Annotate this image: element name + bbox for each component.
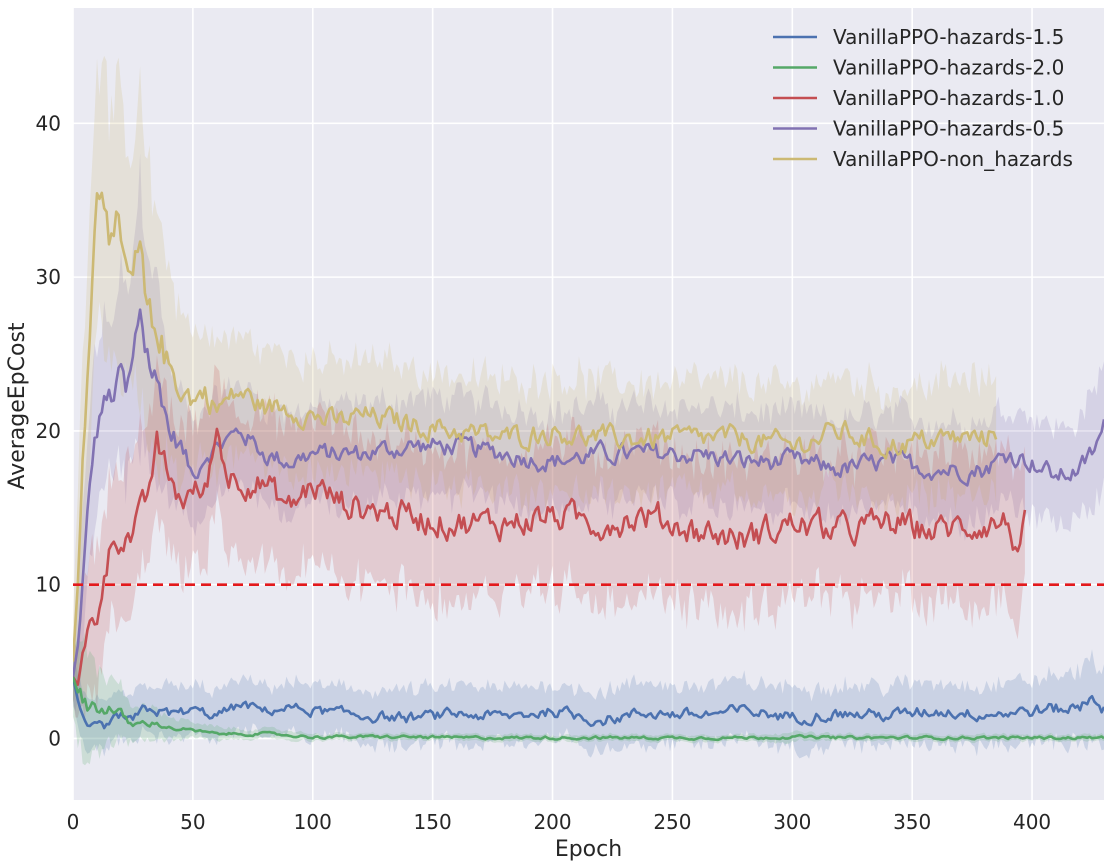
legend-label: VanillaPPO-hazards-0.5 bbox=[833, 117, 1064, 141]
x-tick-label: 200 bbox=[533, 810, 571, 834]
series-line bbox=[73, 427, 1027, 687]
series-lines bbox=[73, 191, 1104, 742]
x-tick-label: 100 bbox=[294, 810, 332, 834]
x-tick-label: 150 bbox=[414, 810, 452, 834]
legend-label: VanillaPPO-hazards-1.0 bbox=[833, 86, 1064, 110]
series-line bbox=[73, 676, 1104, 730]
confidence-band bbox=[73, 355, 1025, 721]
x-tick-label: 350 bbox=[893, 810, 931, 834]
confidence-band bbox=[73, 55, 997, 703]
x-tick-labels: 0 50 100 150 200 250 300 350 400 bbox=[67, 810, 1052, 834]
plot-background bbox=[73, 8, 1104, 800]
legend-label: VanillaPPO-hazards-1.5 bbox=[833, 25, 1064, 49]
legend-label: VanillaPPO-non_hazards bbox=[833, 147, 1073, 171]
x-tick-label: 50 bbox=[180, 810, 205, 834]
x-tick-label: 300 bbox=[773, 810, 811, 834]
legend-label: VanillaPPO-hazards-2.0 bbox=[833, 56, 1064, 80]
y-tick-labels: 0 10 20 30 40 bbox=[36, 111, 61, 750]
x-tick-label: 0 bbox=[67, 810, 80, 834]
y-tick-label: 0 bbox=[48, 726, 61, 750]
x-axis-label: Epoch bbox=[555, 837, 622, 862]
series-line bbox=[73, 308, 1104, 678]
confidence-band bbox=[73, 153, 1104, 712]
series-line bbox=[73, 191, 998, 662]
series-line bbox=[73, 676, 1104, 742]
confidence-band bbox=[73, 649, 1104, 759]
x-tick-label: 250 bbox=[653, 810, 691, 834]
y-tick-label: 40 bbox=[36, 111, 61, 135]
y-axis-label: AverageEpCost bbox=[5, 322, 30, 489]
x-tick-label: 400 bbox=[1013, 810, 1051, 834]
legend: VanillaPPO-hazards-1.5 VanillaPPO-hazards… bbox=[773, 25, 1073, 171]
y-tick-label: 30 bbox=[36, 265, 61, 289]
y-tick-label: 10 bbox=[36, 573, 61, 597]
y-tick-label: 20 bbox=[36, 419, 61, 443]
